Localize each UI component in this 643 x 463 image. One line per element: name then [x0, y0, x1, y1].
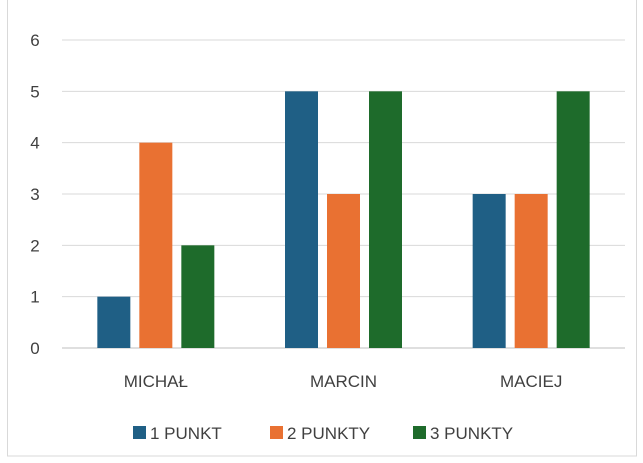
- bar-2-punkty-0: [139, 142, 173, 348]
- legend-swatch: [413, 426, 426, 439]
- y-tick-label: 0: [30, 339, 39, 358]
- bar-3-punkty-0: [181, 245, 215, 348]
- y-axis-ticks: 0 1 2 3 4 5 6: [30, 31, 39, 358]
- bar-3-punkty-1: [369, 91, 402, 348]
- legend-swatch: [270, 426, 283, 439]
- x-category-label: MICHAŁ: [124, 372, 188, 391]
- legend-swatch: [133, 426, 146, 439]
- y-tick-label: 6: [30, 31, 39, 50]
- legend-label: 3 PUNKTY: [430, 424, 513, 443]
- x-axis-categories: MICHAŁ MARCIN MACIEJ: [124, 372, 563, 391]
- x-category-label: MARCIN: [310, 372, 377, 391]
- bar-3-punkty-2: [556, 91, 590, 348]
- legend-label: 1 PUNKT: [150, 424, 222, 443]
- bar-1-punkt-2: [472, 194, 506, 348]
- legend: 1 PUNKT 2 PUNKTY 3 PUNKTY: [133, 424, 513, 443]
- bar-1-punkt-0: [97, 296, 131, 348]
- bar-1-punkt-1: [285, 91, 318, 348]
- y-tick-label: 1: [30, 288, 39, 307]
- y-tick-label: 5: [30, 82, 39, 101]
- bar-2-punkty-2: [514, 194, 548, 348]
- y-tick-label: 4: [30, 134, 39, 153]
- legend-label: 2 PUNKTY: [287, 424, 370, 443]
- x-category-label: MACIEJ: [500, 372, 562, 391]
- bars: [97, 91, 590, 348]
- bar-2-punkty-1: [327, 194, 360, 348]
- y-tick-label: 2: [30, 236, 39, 255]
- y-tick-label: 3: [30, 185, 39, 204]
